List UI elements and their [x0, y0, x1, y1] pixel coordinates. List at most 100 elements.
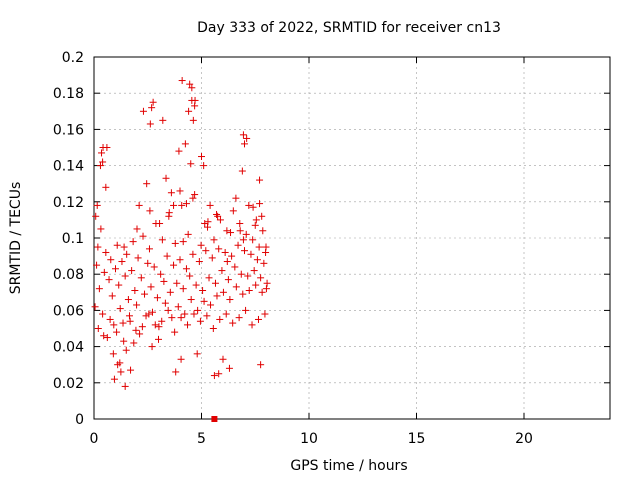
- data-point: [231, 263, 239, 271]
- data-point: [94, 325, 102, 332]
- y-tick-label: 0.14: [53, 159, 84, 175]
- data-point: [179, 238, 187, 246]
- data-point: [147, 283, 155, 291]
- data-point: [210, 236, 218, 244]
- data-point: [253, 256, 261, 264]
- data-point: [105, 276, 113, 284]
- data-point: [182, 200, 190, 208]
- data-point: [218, 267, 226, 275]
- data-point: [181, 140, 189, 148]
- data-point: [151, 321, 159, 329]
- data-point: [248, 321, 256, 329]
- data-point: [134, 254, 142, 262]
- data-point: [252, 281, 260, 289]
- data-point: [170, 201, 178, 209]
- data-point: [242, 306, 250, 314]
- x-tick-label: 15: [408, 431, 426, 447]
- data-point: [210, 372, 218, 380]
- y-tick-label: 0.04: [53, 340, 84, 356]
- data-point: [96, 162, 104, 170]
- y-tick-label: 0.1: [62, 231, 84, 247]
- data-point: [239, 236, 247, 244]
- data-point: [200, 297, 208, 305]
- data-point: [250, 267, 258, 275]
- data-point: [144, 259, 152, 267]
- data-point: [239, 290, 247, 298]
- data-point: [128, 267, 136, 275]
- data-point: [126, 317, 134, 325]
- data-point: [165, 209, 173, 217]
- data-point: [237, 270, 245, 278]
- data-point: [182, 265, 190, 273]
- y-tick-label: 0.12: [53, 195, 84, 211]
- data-point: [206, 201, 214, 209]
- y-axis-label: SRMTID / TECUs: [8, 182, 24, 295]
- data-point: [257, 361, 265, 369]
- data-point: [116, 305, 124, 313]
- data-point: [129, 238, 137, 246]
- y-tick-label: 0.16: [53, 122, 84, 138]
- data-point: [184, 230, 192, 238]
- data-point: [254, 315, 262, 323]
- data-point: [234, 241, 242, 249]
- y-tick-label: 0.2: [62, 50, 84, 66]
- data-point: [216, 216, 224, 224]
- data-point: [143, 180, 151, 188]
- data-point: [141, 290, 149, 298]
- plot-frame: [93, 56, 611, 420]
- data-point: [133, 225, 141, 233]
- data-point: [137, 274, 145, 282]
- data-point: [260, 259, 268, 267]
- x-tick-label: 20: [515, 431, 533, 447]
- data-point: [106, 315, 114, 323]
- data-point: [108, 292, 116, 300]
- data-point: [232, 283, 240, 291]
- data-point: [243, 134, 251, 142]
- data-point: [131, 286, 139, 294]
- data-point: [117, 368, 125, 376]
- data-point: [139, 232, 147, 240]
- data-point: [100, 268, 108, 276]
- data-point: [203, 312, 211, 320]
- axis-ticks: 0 0.02 0.04 0.06 0.08 0.1 0.12 0.14 0.16 0.18 0.2 0…: [53, 50, 610, 447]
- data-point: [232, 194, 240, 202]
- data-point: [99, 310, 107, 318]
- data-point: [213, 292, 221, 300]
- data-point: [150, 263, 158, 271]
- x-tick-label: 0: [90, 431, 99, 447]
- x-tick-label: 10: [300, 431, 318, 447]
- data-point: [93, 201, 101, 209]
- data-point: [256, 200, 264, 208]
- data-point: [113, 241, 121, 249]
- data-point: [164, 306, 172, 314]
- data-point: [155, 323, 163, 331]
- data-point: [209, 325, 217, 332]
- data-point: [132, 326, 140, 334]
- y-tick-label: 0.06: [53, 303, 84, 319]
- x-tick-label: 5: [197, 431, 206, 447]
- data-point: [199, 286, 207, 294]
- data-point: [138, 323, 146, 331]
- data-point: [119, 319, 127, 327]
- scatter-points: [91, 77, 271, 422]
- data-point: [130, 339, 138, 347]
- data-point: [202, 247, 210, 255]
- data-point: [249, 236, 257, 244]
- data-point: [91, 303, 99, 311]
- data-point: [256, 176, 264, 184]
- y-tick-label: 0.08: [53, 267, 84, 283]
- data-point: [114, 361, 122, 369]
- data-point: [198, 153, 205, 161]
- data-point: [148, 308, 156, 316]
- data-point: [241, 247, 248, 255]
- data-point: [262, 243, 270, 251]
- data-point: [227, 229, 235, 237]
- data-point: [148, 343, 156, 351]
- chart-title: Day 333 of 2022, SRMTID for receiver cn1…: [197, 20, 501, 36]
- data-point: [193, 350, 201, 358]
- data-point: [170, 261, 178, 269]
- data-point: [110, 375, 118, 383]
- data-point: [135, 201, 143, 209]
- data-point: [155, 335, 162, 343]
- data-point: [239, 131, 247, 139]
